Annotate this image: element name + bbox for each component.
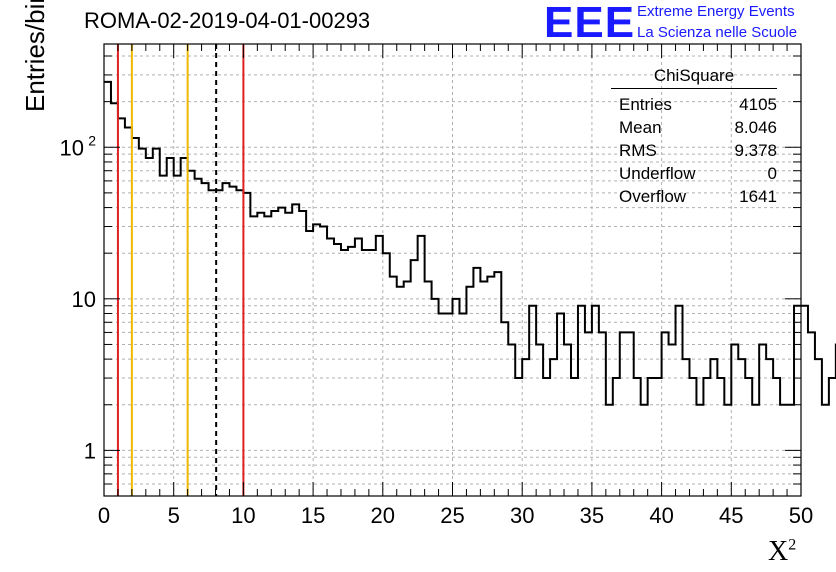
stat-row-underflow: Underflow 0	[611, 162, 777, 185]
x-tick-label: 40	[649, 503, 673, 528]
stat-value: 0	[767, 164, 777, 183]
logo-line-2: La Scienza nelle Scuole	[637, 24, 798, 41]
y-tick-label: 10	[72, 287, 96, 312]
stat-value: 1641	[739, 187, 777, 206]
y-axis-label: Entries/bin	[20, 0, 50, 112]
stats-box: ChiSquare Entries 4105 Mean 8.046 RMS 9.378…	[611, 66, 777, 208]
stat-label: Underflow	[619, 164, 696, 183]
stat-label: Mean	[619, 118, 662, 137]
x-axis-label-text: X	[768, 536, 789, 567]
x-tick-label: 25	[440, 503, 464, 528]
x-axis-label-superscript: 2	[788, 536, 797, 554]
y-tick-label-exponent: 2	[88, 132, 96, 148]
x-tick-label: 10	[231, 503, 255, 528]
x-tick-label: 30	[510, 503, 534, 528]
histogram-layer	[104, 80, 836, 406]
stat-row-rms: RMS 9.378	[611, 139, 777, 162]
x-tick-label: 50	[789, 503, 813, 528]
stat-row-overflow: Overflow 1641	[611, 185, 777, 208]
x-axis-label: X2	[768, 536, 796, 568]
stats-title: ChiSquare	[611, 66, 777, 89]
stat-row-entries: Entries 4105	[611, 93, 777, 116]
y-tick-label: 10	[60, 135, 84, 160]
logo-mark: EEE	[544, 0, 636, 47]
x-tick-label: 5	[168, 503, 180, 528]
chart-title: ROMA-02-2019-04-01-00293	[84, 8, 371, 33]
stat-label: Overflow	[619, 187, 687, 206]
x-tick-label: 45	[719, 503, 743, 528]
logo-line-1: Extreme Energy Events	[637, 3, 795, 20]
stat-value: 8.046	[734, 118, 777, 137]
x-tick-label: 15	[301, 503, 325, 528]
threshold-lines	[116, 44, 245, 496]
stat-label: RMS	[619, 141, 657, 160]
stat-value: 9.378	[734, 141, 777, 160]
plot-frame	[103, 43, 802, 497]
y-tick-label: 1	[84, 438, 96, 463]
x-tick-label: 35	[580, 503, 604, 528]
histogram-outline	[104, 80, 836, 406]
stat-row-mean: Mean 8.046	[611, 116, 777, 139]
x-tick-label: 0	[98, 503, 110, 528]
stat-label: Entries	[619, 95, 672, 114]
stat-value: 4105	[739, 95, 777, 114]
grid-layer	[104, 44, 801, 497]
x-tick-label: 20	[371, 503, 395, 528]
